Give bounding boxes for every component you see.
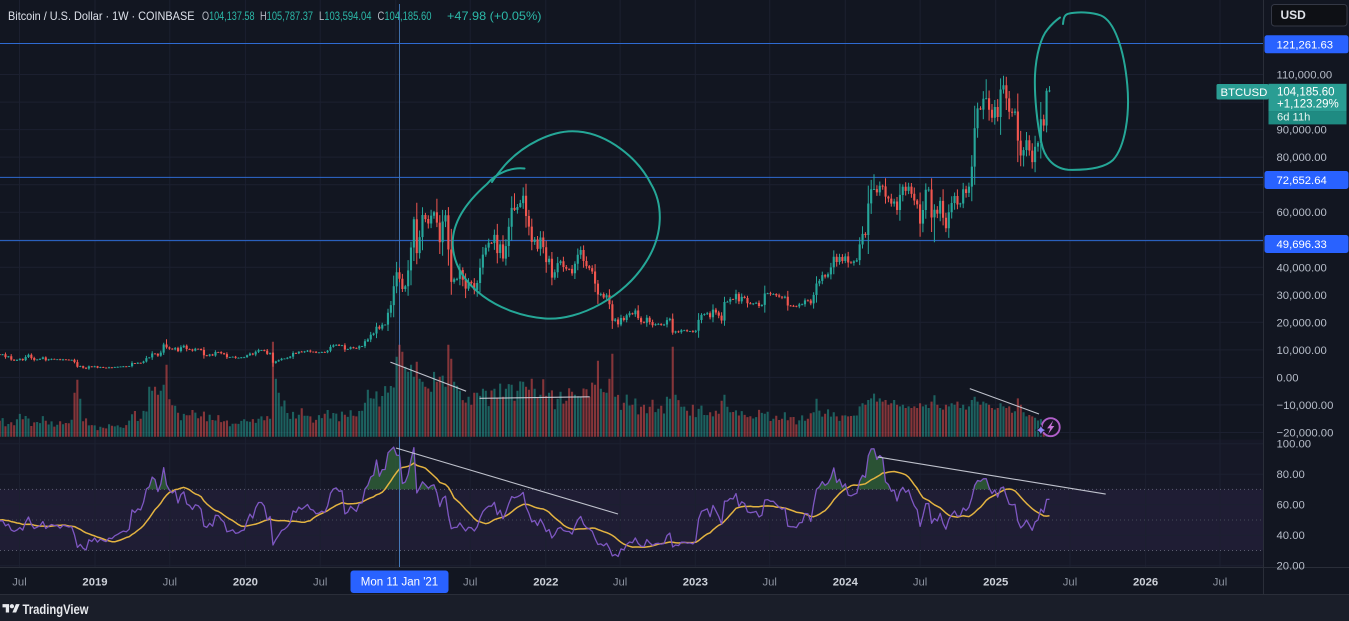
- svg-text:Jul: Jul: [613, 577, 627, 589]
- svg-text:0.00: 0.00: [1277, 372, 1299, 384]
- svg-text:49,696.33: 49,696.33: [1277, 239, 1327, 251]
- svg-text:121,261.63: 121,261.63: [1277, 39, 1334, 51]
- svg-text:BTCUSD: BTCUSD: [1221, 87, 1268, 99]
- svg-text:2019: 2019: [82, 577, 107, 589]
- svg-text:2020: 2020: [233, 577, 258, 589]
- svg-text:O104,137.58: O104,137.58: [202, 9, 255, 23]
- svg-text:2022: 2022: [533, 577, 558, 589]
- svg-text:80.00: 80.00: [1277, 469, 1305, 481]
- svg-text:Jul: Jul: [1063, 577, 1077, 589]
- svg-text:+47.98 (+0.05%): +47.98 (+0.05%): [447, 9, 542, 23]
- svg-text:Jul: Jul: [463, 577, 477, 589]
- svg-text:Jul: Jul: [163, 577, 177, 589]
- svg-text:−20,000.00: −20,000.00: [1277, 428, 1334, 440]
- svg-text:100.00: 100.00: [1277, 439, 1312, 451]
- svg-text:−10,000.00: −10,000.00: [1277, 400, 1334, 412]
- svg-text:60.00: 60.00: [1277, 500, 1305, 512]
- svg-text:Bitcoin / U.S. Dollar · 1W · C: Bitcoin / U.S. Dollar · 1W · COINBASE: [8, 9, 195, 23]
- svg-text:90,000.00: 90,000.00: [1277, 125, 1327, 137]
- svg-text:2024: 2024: [833, 577, 859, 589]
- svg-text:40,000.00: 40,000.00: [1277, 262, 1327, 274]
- svg-text:+1,123.29%: +1,123.29%: [1277, 98, 1339, 110]
- svg-text:Jul: Jul: [762, 577, 776, 589]
- svg-text:TradingView: TradingView: [23, 602, 89, 617]
- svg-text:Jul: Jul: [12, 577, 26, 589]
- svg-text:L103,594.04: L103,594.04: [319, 9, 372, 23]
- svg-text:40.00: 40.00: [1277, 530, 1305, 542]
- svg-text:2023: 2023: [683, 577, 708, 589]
- svg-text:104,185.60: 104,185.60: [1277, 86, 1335, 98]
- svg-text:Jul: Jul: [1213, 577, 1227, 589]
- svg-text:60,000.00: 60,000.00: [1277, 207, 1327, 219]
- svg-text:2025: 2025: [983, 577, 1008, 589]
- svg-text:20,000.00: 20,000.00: [1277, 317, 1327, 329]
- svg-text:110,000.00: 110,000.00: [1277, 70, 1333, 82]
- svg-text:Jul: Jul: [313, 577, 327, 589]
- svg-text:USD: USD: [1281, 8, 1307, 22]
- svg-text:2026: 2026: [1133, 577, 1158, 589]
- svg-text:6d 11h: 6d 11h: [1277, 111, 1310, 123]
- svg-text:C104,185.60: C104,185.60: [378, 9, 432, 23]
- svg-text:80,000.00: 80,000.00: [1277, 152, 1327, 164]
- svg-text:72,652.64: 72,652.64: [1277, 175, 1327, 187]
- svg-text:30,000.00: 30,000.00: [1277, 290, 1327, 302]
- svg-text:Jul: Jul: [913, 577, 927, 589]
- svg-text:Mon 11 Jan '21: Mon 11 Jan '21: [361, 577, 438, 589]
- svg-text:H105,787.37: H105,787.37: [260, 9, 313, 23]
- svg-text:10,000.00: 10,000.00: [1277, 345, 1327, 357]
- svg-text:20.00: 20.00: [1277, 561, 1305, 573]
